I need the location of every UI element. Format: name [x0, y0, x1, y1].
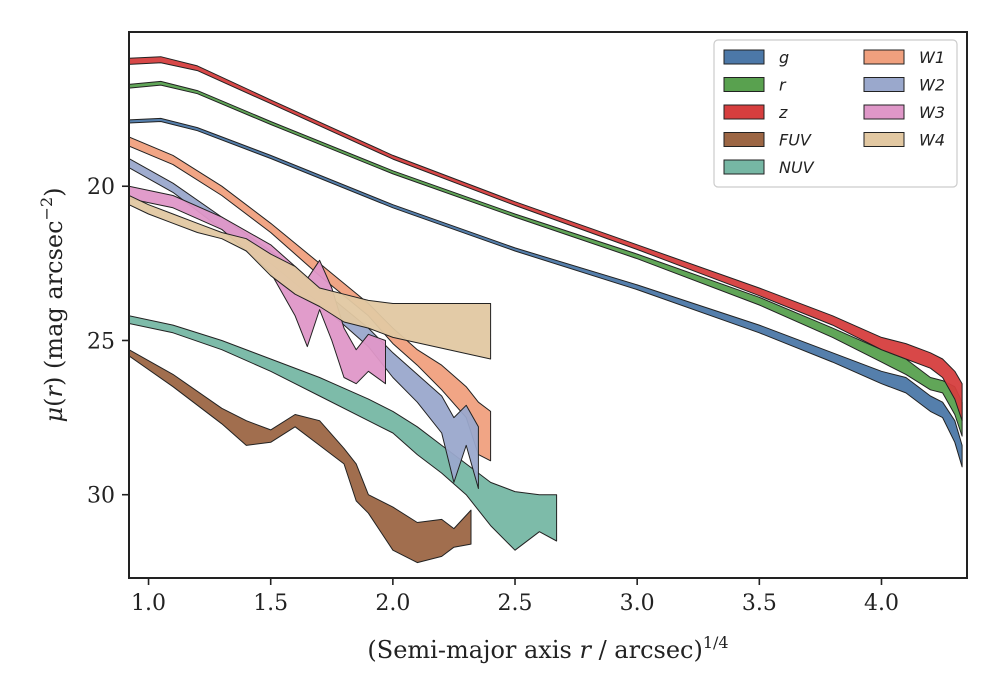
legend-swatch-g: [723, 49, 765, 65]
legend-swatch-r: [723, 77, 765, 92]
legend-label-z: z: [778, 103, 788, 122]
y-tick-label: 30: [87, 484, 115, 509]
legend-swatch-w1: [863, 49, 905, 65]
legend-swatch-fuv: [723, 132, 765, 147]
legend-label-fuv: FUV: [779, 131, 812, 150]
series-band-w4: [129, 195, 492, 360]
legend-label-w4: W4: [919, 131, 945, 150]
series-layer: [129, 56, 963, 564]
series-band-nuv: [129, 315, 558, 551]
x-tick-label: 2.5: [498, 591, 533, 616]
plot-frame: [128, 31, 968, 579]
x-axis: 1.0 1.5 2.0 2.5 3.0 3.5 4.0: [131, 578, 899, 616]
y-axis: 20 25 30: [87, 175, 129, 509]
legend-swatch-w3: [863, 104, 905, 120]
x-axis-title: (Semi-major axis r / arcsec)1/4: [367, 633, 728, 664]
x-tick-label: 3.5: [742, 591, 777, 616]
legend-swatch-z: [723, 104, 765, 120]
x-tick-label: 1.5: [253, 591, 288, 616]
y-tick-label: 20: [87, 175, 115, 200]
legend-label-g: g: [779, 48, 789, 67]
x-tick-label: 4.0: [864, 591, 899, 616]
series-band-g: [129, 117, 963, 468]
legend-label-r: r: [779, 76, 787, 95]
x-tick-label: 2.0: [375, 591, 410, 616]
legend-frame: [713, 39, 958, 188]
series-band-r: [129, 80, 963, 437]
legend-label-w3: W3: [919, 103, 945, 122]
series-band-z: [129, 56, 963, 422]
y-tick-label: 25: [87, 329, 115, 354]
legend-swatch-w4: [863, 132, 905, 147]
legend-label-w1: W1: [919, 48, 945, 67]
y-axis-title: μ(r) (mag arcsec−2): [37, 187, 68, 422]
x-tick-label: 3.0: [620, 591, 655, 616]
legend-swatch-w2: [863, 77, 905, 92]
x-tick-label: 1.0: [131, 591, 166, 616]
legend-label-w2: W2: [919, 76, 945, 95]
legend: grz FUV NUV W1 W2 W3 W4: [713, 39, 958, 188]
legend-swatch-nuv: [723, 159, 765, 175]
legend-label-nuv: NUV: [779, 158, 815, 177]
series-band-fuv: [129, 349, 472, 564]
